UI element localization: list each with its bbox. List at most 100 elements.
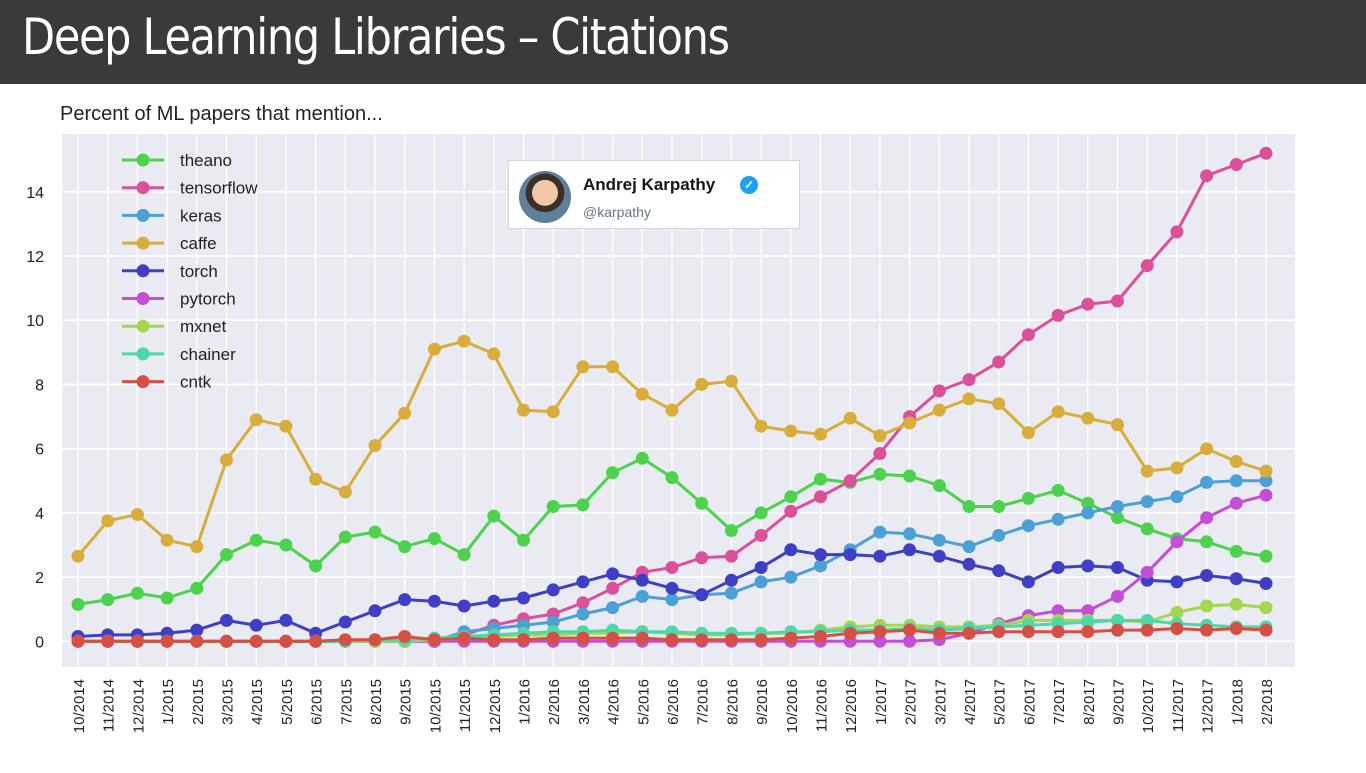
legend-label: caffe [180,234,217,253]
data-point [932,626,946,640]
data-point [992,625,1006,639]
x-tick-label: 8/2016 [724,679,741,725]
data-point [695,633,709,647]
data-point [992,500,1006,513]
data-point [517,633,530,647]
data-point [1259,623,1273,637]
data-point [398,540,412,554]
data-point [962,626,976,640]
x-tick-label: 11/2016 [814,679,831,732]
chart-legend: theano tensorflow keras caffe torch pytorch mx… [122,151,258,392]
data-point [1259,488,1273,502]
data-point [962,557,976,571]
data-point [962,500,976,513]
data-point [1051,604,1065,618]
data-point [279,538,293,552]
y-tick-label: 2 [35,570,44,587]
data-point [457,548,471,562]
data-point [487,633,501,647]
legend-label: torch [180,262,218,281]
data-point [249,634,263,648]
legend-item-caffe: caffe [122,234,217,253]
data-point [724,549,738,563]
tweet-author-card[interactable]: Andrej Karpathy ✓ @karpathy [508,160,800,229]
legend-marker [136,264,150,278]
y-tick-label: 0 [35,634,44,651]
avatar[interactable] [519,171,571,223]
data-point [903,527,917,541]
author-name[interactable]: Andrej Karpathy [583,175,716,194]
legend-label: theano [180,151,232,170]
data-point [1081,496,1095,510]
x-tick-label: 10/2014 [71,679,88,733]
data-point [932,384,946,398]
data-point [1081,625,1095,639]
data-point [1140,522,1154,536]
data-point [190,623,204,637]
data-point [1021,575,1035,589]
data-point [1021,625,1035,639]
data-point [873,429,887,443]
legend-item-theano: theano [122,151,232,170]
data-point [160,533,174,547]
data-point [1051,625,1065,639]
author-handle[interactable]: @karpathy [583,204,651,220]
data-point [576,596,590,610]
x-tick-label: 10/2017 [1140,679,1157,733]
legend-item-torch: torch [122,262,218,281]
series-cntk [71,622,1273,648]
y-tick-label: 8 [35,377,44,394]
data-point [635,387,649,401]
data-point [1170,461,1184,475]
data-point [457,334,471,348]
data-point [546,583,560,597]
data-point [754,419,768,433]
data-point [220,453,233,467]
data-point [1111,294,1124,308]
x-tick-label: 6/2017 [1021,679,1038,725]
series-caffe [71,334,1273,563]
data-point [160,591,174,605]
data-point [784,424,798,438]
x-tick-label: 1/2016 [517,679,534,725]
x-tick-label: 11/2017 [1170,679,1187,732]
data-point [71,597,85,611]
data-point [635,589,649,603]
data-point [843,474,857,488]
legend-item-mxnet: mxnet [122,317,227,336]
series-torch [71,543,1273,643]
data-point [814,427,827,441]
data-point [220,548,233,562]
data-point [1021,328,1035,342]
data-point [606,567,620,581]
data-point [724,573,738,587]
data-point [1229,572,1243,586]
data-point [338,530,352,544]
data-point [1229,455,1243,468]
data-point [457,599,471,613]
x-tick-label: 12/2016 [843,679,860,733]
data-point [309,559,323,573]
x-tick-label: 12/2014 [130,679,147,733]
data-point [1259,577,1273,590]
data-point [517,591,530,605]
data-point [71,549,85,563]
data-point [754,528,768,542]
data-point [1081,559,1095,573]
data-point [1111,623,1124,637]
data-point [992,564,1006,578]
legend-label: tensorflow [180,179,258,198]
data-point [1200,442,1214,456]
data-point [427,342,441,356]
data-point [873,625,887,639]
data-point [724,374,738,388]
legend-marker [136,153,150,167]
legend-marker [136,208,150,222]
data-point [1170,535,1184,549]
data-point [695,588,709,602]
x-tick-label: 2/2015 [190,679,207,725]
data-point [427,633,441,647]
legend-label: keras [180,206,222,225]
x-tick-label: 7/2017 [1051,679,1068,725]
data-point [1200,535,1214,549]
